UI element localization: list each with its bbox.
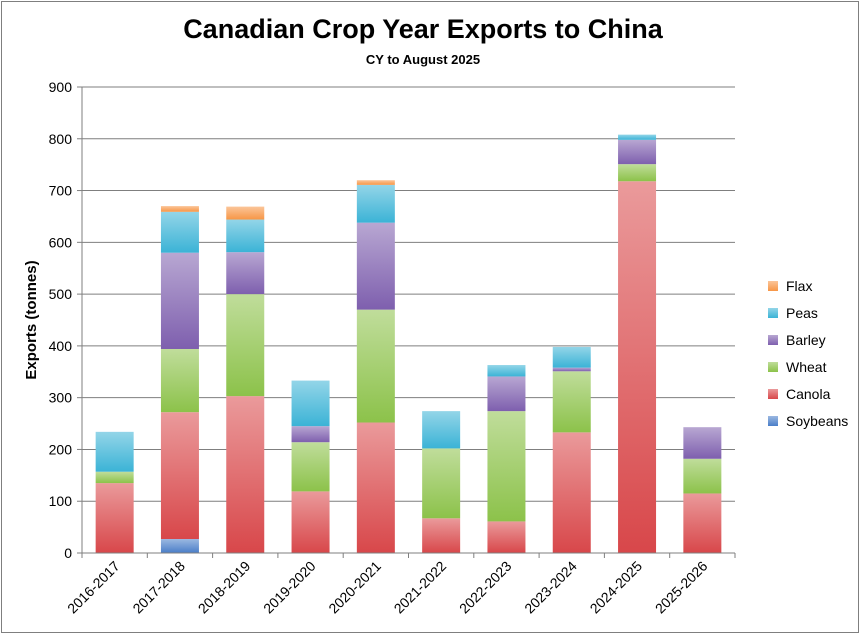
bar-wheat-2023-2024 [552, 371, 591, 433]
legend-label-soybeans: Soybeans [786, 413, 848, 429]
x-tick-label-2018-2019: 2018-2019 [195, 558, 254, 617]
bar-peas-2024-2025 [618, 134, 657, 140]
y-tick-label-400: 400 [49, 338, 73, 354]
bar-wheat-2022-2023 [487, 411, 526, 522]
x-tick-label-2016-2017: 2016-2017 [64, 558, 123, 617]
bar-canola-2021-2022 [422, 518, 461, 553]
bar-peas-2020-2021 [356, 184, 395, 223]
y-tick-label-300: 300 [49, 390, 73, 406]
x-tick-label-2024-2025: 2024-2025 [587, 558, 646, 617]
bar-wheat-2020-2021 [356, 309, 395, 423]
bar-wheat-2024-2025 [618, 164, 657, 182]
bar-flax-2018-2019 [226, 206, 265, 220]
x-tick-label-2020-2021: 2020-2021 [325, 558, 384, 617]
bar-wheat-2025-2026 [683, 458, 722, 494]
bar-barley-2019-2020 [291, 426, 330, 443]
legend-label-barley: Barley [786, 332, 826, 348]
legend-swatch-flax [768, 281, 778, 291]
bar-canola-2023-2024 [552, 432, 591, 553]
x-tick-label-2025-2026: 2025-2026 [652, 558, 711, 617]
bar-peas-2018-2019 [226, 219, 265, 253]
y-tick-label-0: 0 [64, 545, 72, 561]
legend-label-peas: Peas [786, 305, 818, 321]
bar-peas-2023-2024 [552, 346, 591, 368]
y-tick-label-800: 800 [49, 131, 73, 147]
legend-label-wheat: Wheat [786, 359, 827, 375]
bar-barley-2020-2021 [356, 222, 395, 310]
bar-canola-2022-2023 [487, 521, 526, 553]
legend-swatch-barley [768, 335, 778, 345]
x-tick-label-2017-2018: 2017-2018 [129, 558, 188, 617]
bar-barley-2024-2025 [618, 139, 657, 165]
legend-swatch-canola [768, 389, 778, 399]
bar-wheat-2017-2018 [160, 348, 199, 413]
y-axis-label: Exports (tonnes) [23, 260, 40, 379]
legend-layer: Flax Peas Barley Wheat Canola Soybeans [768, 278, 848, 429]
legend-label-canola: Canola [786, 386, 831, 402]
bar-peas-2021-2022 [422, 411, 461, 449]
bar-barley-2023-2024 [552, 367, 591, 372]
bar-canola-2020-2021 [356, 422, 395, 553]
bar-wheat-2018-2019 [226, 294, 265, 397]
bar-canola-2019-2020 [291, 491, 330, 553]
legend-swatch-peas [768, 308, 778, 318]
y-tick-label-900: 900 [49, 79, 73, 95]
x-tick-label-2023-2024: 2023-2024 [521, 558, 580, 617]
y-tick-label-700: 700 [49, 183, 73, 199]
bar-wheat-2021-2022 [422, 448, 461, 519]
bar-flax-2020-2021 [356, 180, 395, 185]
y-tick-label-100: 100 [49, 493, 73, 509]
chart-subtitle: CY to August 2025 [365, 52, 481, 67]
bar-canola-2018-2019 [226, 396, 265, 553]
x-tick-label-2019-2020: 2019-2020 [260, 558, 319, 617]
x-tick-label-2021-2022: 2021-2022 [391, 558, 450, 617]
y-tick-label-600: 600 [49, 234, 73, 250]
bar-barley-2018-2019 [226, 252, 265, 295]
legend-swatch-wheat [768, 362, 778, 372]
bar-canola-2016-2017 [95, 483, 134, 553]
bar-flax-2017-2018 [160, 206, 199, 212]
bar-canola-2024-2025 [618, 181, 657, 554]
bar-wheat-2019-2020 [291, 442, 330, 492]
legend-swatch-soybeans [768, 416, 778, 426]
bar-peas-2022-2023 [487, 365, 526, 377]
bar-barley-2022-2023 [487, 376, 526, 412]
y-tick-label-200: 200 [49, 441, 73, 457]
bar-peas-2016-2017 [95, 431, 134, 472]
bar-layer [95, 134, 722, 554]
y-tick-label-500: 500 [49, 286, 73, 302]
chart-title: Canadian Crop Year Exports to China [183, 14, 663, 44]
bar-peas-2019-2020 [291, 380, 330, 427]
bar-peas-2017-2018 [160, 211, 199, 253]
bar-canola-2017-2018 [160, 412, 199, 540]
bar-barley-2025-2026 [683, 427, 722, 459]
legend-label-flax: Flax [786, 278, 812, 294]
bar-barley-2017-2018 [160, 252, 199, 349]
x-tick-label-2022-2023: 2022-2023 [456, 558, 515, 617]
bar-wheat-2016-2017 [95, 471, 134, 484]
bar-canola-2025-2026 [683, 493, 722, 553]
bar-soybeans-2017-2018 [160, 539, 199, 553]
